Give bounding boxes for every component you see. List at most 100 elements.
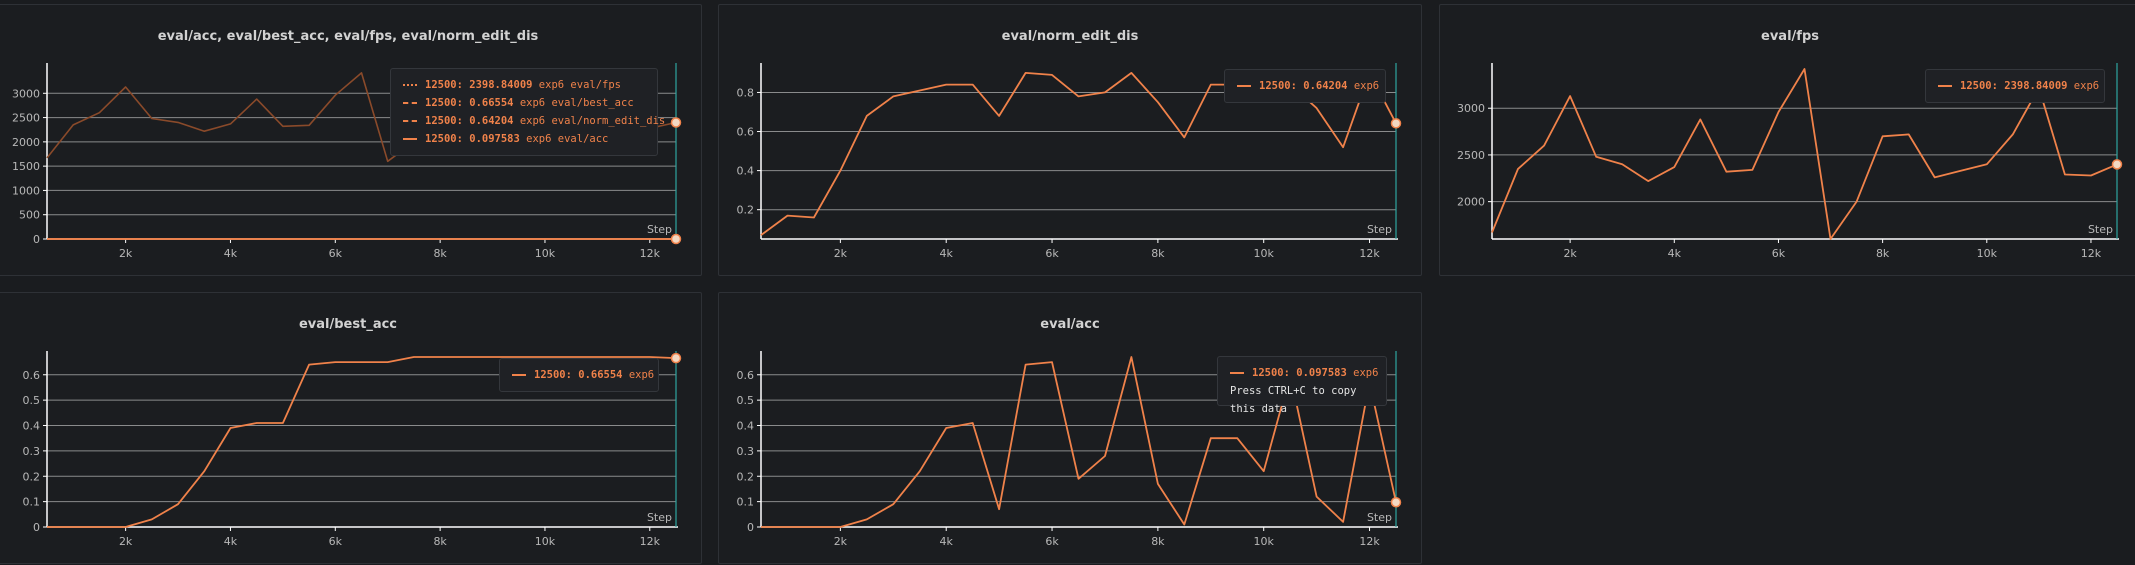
series-line <box>1491 68 2118 240</box>
y-tick-label: 0.1 <box>737 496 755 509</box>
chart-panel-best-acc[interactable]: eval/best_acc 0 0.1 0.2 0.3 0.4 0.5 0.6 2k 4k 6k 8… <box>0 292 702 564</box>
y-tick-label: 2000 <box>1457 196 1485 209</box>
chart-svg-norm-edit-dis[interactable]: 0.2 0.4 0.6 0.8 2k 4k 6k 8k 10k 12k Step <box>719 5 1423 277</box>
legend-value: 12500: 0.097583 <box>1252 367 1347 379</box>
chart-svg-best-acc[interactable]: 0 0.1 0.2 0.3 0.4 0.5 0.6 2k 4k 6k 8k 10k 12k Step <box>0 293 703 565</box>
chart-legend: 12500: 2398.84009 exp6 eval/fps 12500: 0… <box>390 68 665 156</box>
x-tick-label: 6k <box>1045 247 1059 260</box>
legend-value: 12500: 2398.84009 <box>425 79 533 91</box>
y-tick-label: 0 <box>747 521 754 534</box>
x-tick-label: 8k <box>1151 535 1165 548</box>
x-axis-label: Step <box>1367 511 1392 524</box>
x-tick-label: 8k <box>1876 247 1890 260</box>
legend-swatch <box>512 374 526 376</box>
x-tick-label: 2k <box>834 247 848 260</box>
legend-run: exp6 <box>2073 80 2100 92</box>
y-tick-label: 0.4 <box>23 420 41 433</box>
x-tick-label: 12k <box>1359 535 1380 548</box>
legend-entry: 12500: 0.66554 exp6 eval/best_acc <box>403 94 645 112</box>
series-line <box>47 356 677 528</box>
x-axis-label: Step <box>647 223 672 236</box>
y-tick-label: 1500 <box>12 160 40 173</box>
y-tick-label: 0.4 <box>737 420 755 433</box>
y-tick-label: 0.3 <box>23 445 41 458</box>
chart-legend: 12500: 0.66554 exp6 <box>499 358 659 392</box>
y-tick-label: 0.6 <box>737 369 755 382</box>
legend-entry: 12500: 0.64204 exp6 eval/norm_edit_dis <box>403 112 665 130</box>
chart-panel-combined[interactable]: eval/acc, eval/best_acc, eval/fps, eval/… <box>0 4 702 276</box>
chart-title: eval/acc, eval/best_acc, eval/fps, eval/… <box>157 29 539 44</box>
x-tick-label: 2k <box>119 535 133 548</box>
y-tick-label: 0.5 <box>23 394 41 407</box>
chart-title: eval/best_acc <box>298 317 398 332</box>
y-tick-label: 0.6 <box>23 369 41 382</box>
x-tick-label: 2k <box>119 247 133 260</box>
legend-entry: 12500: 2398.84009 exp6 eval/fps <box>403 76 645 94</box>
legend-metric: eval/fps <box>570 79 621 91</box>
legend-run: exp6 <box>519 97 546 109</box>
chart-svg-combined[interactable]: 0 500 1000 1500 2000 2500 3000 2k 4k 6k 8k 10k 12k St… <box>0 5 703 277</box>
chart-title: eval/acc <box>1040 317 1100 332</box>
legend-swatch <box>1938 85 1952 87</box>
legend-swatch <box>403 138 417 140</box>
x-tick-label: 8k <box>433 247 447 260</box>
legend-entry: 12500: 0.097583 exp6 eval/acc <box>403 130 645 148</box>
x-tick-label: 4k <box>940 247 954 260</box>
chart-panel-norm-edit-dis[interactable]: eval/norm_edit_dis 0.2 0.4 0.6 0.8 2k 4k 6k 8k 1… <box>718 4 1422 276</box>
x-tick-label: 10k <box>535 535 556 548</box>
legend-swatch <box>403 102 417 104</box>
y-tick-label: 0.2 <box>23 470 41 483</box>
x-tick-label: 12k <box>2081 247 2102 260</box>
legend-metric: eval/norm_edit_dis <box>551 115 666 127</box>
y-tick-label: 0.2 <box>737 204 755 217</box>
endpoint-marker <box>2111 159 2123 170</box>
chart-panel-acc[interactable]: eval/acc 0 0.1 0.2 0.3 0.4 0.5 0.6 2k 4k 6k 8k 10k 1… <box>718 292 1422 564</box>
chart-svg-acc[interactable]: 0 0.1 0.2 0.3 0.4 0.5 0.6 2k 4k 6k 8k 10k 12k Step <box>719 293 1423 565</box>
y-tick-label: 0 <box>33 521 40 534</box>
legend-value: 12500: 0.66554 <box>425 97 514 109</box>
x-tick-label: 8k <box>1151 247 1165 260</box>
y-tick-label: 500 <box>19 209 40 222</box>
x-axis-label: Step <box>1367 223 1392 236</box>
x-tick-label: 12k <box>640 535 661 548</box>
x-tick-label: 6k <box>1772 247 1786 260</box>
legend-entry: 12500: 2398.84009 exp6 <box>1938 77 2099 95</box>
legend-run: exp6 <box>1353 80 1380 92</box>
legend-swatch <box>1230 372 1244 374</box>
x-tick-label: 12k <box>640 247 661 260</box>
legend-entry: 12500: 0.66554 exp6 <box>512 366 654 384</box>
legend-metric: eval/acc <box>557 133 609 145</box>
x-tick-label: 2k <box>834 535 848 548</box>
x-tick-label: 6k <box>1045 535 1059 548</box>
chart-legend: 12500: 0.64204 exp6 <box>1224 69 1386 103</box>
legend-run: exp6 <box>519 115 546 127</box>
x-tick-label: 4k <box>224 247 238 260</box>
y-tick-label: 2500 <box>12 112 40 125</box>
x-tick-label: 4k <box>1668 247 1682 260</box>
x-tick-label: 4k <box>224 535 238 548</box>
y-tick-label: 2000 <box>12 136 40 149</box>
chart-title: eval/norm_edit_dis <box>1001 29 1139 44</box>
y-tick-label: 1000 <box>12 184 40 197</box>
y-tick-label: 3000 <box>12 87 40 100</box>
y-tick-label: 0.2 <box>737 470 755 483</box>
chart-title: eval/fps <box>1761 29 1819 44</box>
x-axis-label: Step <box>2088 223 2113 236</box>
x-tick-label: 12k <box>1359 247 1380 260</box>
y-tick-label: 0.3 <box>737 445 755 458</box>
y-tick-label: 0.5 <box>737 394 755 407</box>
x-tick-label: 10k <box>1254 247 1275 260</box>
x-tick-label: 6k <box>329 535 343 548</box>
x-tick-label: 10k <box>535 247 556 260</box>
y-tick-label: 0.4 <box>737 165 755 178</box>
legend-run: exp6 <box>526 133 552 145</box>
endpoint-marker <box>1390 118 1402 129</box>
y-tick-label: 3000 <box>1457 102 1485 115</box>
legend-value: 12500: 2398.84009 <box>1960 80 2068 92</box>
x-tick-label: 10k <box>1254 535 1275 548</box>
chart-panel-fps[interactable]: eval/fps 2000 2500 3000 2k 4k 6k 8k 10k 12k Step … <box>1439 4 2135 276</box>
chart-legend: 12500: 2398.84009 exp6 <box>1925 69 2105 103</box>
legend-swatch <box>403 120 417 122</box>
endpoint-marker <box>670 352 682 364</box>
chart-svg-fps[interactable]: 2000 2500 3000 2k 4k 6k 8k 10k 12k Step <box>1440 5 2135 277</box>
